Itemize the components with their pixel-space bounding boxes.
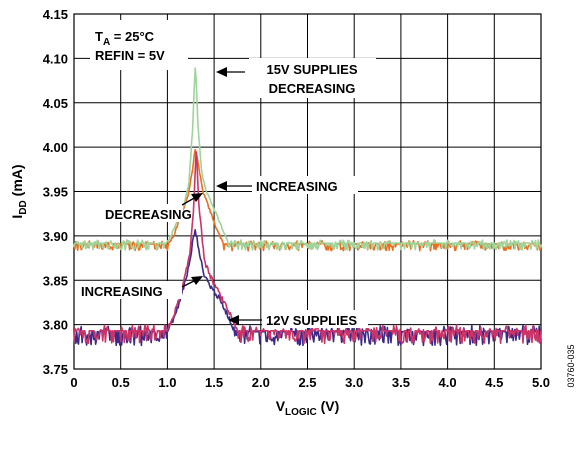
x-tick-label: 1.0 — [158, 375, 176, 390]
y-tick-label: 3.80 — [43, 318, 68, 333]
y-tick-label: 4.15 — [43, 7, 68, 22]
y-tick-label: 4.05 — [43, 96, 68, 111]
y-tick-label: 3.90 — [43, 229, 68, 244]
x-tick-label: 5.0 — [532, 375, 550, 390]
x-tick-label: 3.5 — [392, 375, 410, 390]
plot-frame — [73, 13, 542, 370]
x-tick-label: 1.5 — [205, 375, 223, 390]
annotation-15v-supplies: 15V SUPPLIES — [266, 62, 357, 77]
x-tick-label: 2.0 — [252, 375, 270, 390]
figure-id: 03760-035 — [566, 344, 576, 387]
x-tick-label: 3.0 — [345, 375, 363, 390]
arrowhead-15v-decreasing — [216, 67, 227, 77]
y-tick-label: 3.85 — [43, 273, 68, 288]
x-tick-label: 4.5 — [485, 375, 503, 390]
arrowhead-12v-increasing — [191, 276, 203, 285]
series-line — [73, 67, 542, 251]
x-tick-labels: 0 0.5 1.0 1.5 2.0 2.5 3.0 3.5 4.0 4.5 5.0 — [70, 375, 550, 390]
x-axis-label: VLOGIC (V) — [276, 398, 340, 418]
condition-refin: REFIN = 5V — [95, 48, 165, 63]
y-tick-label: 4.00 — [43, 140, 68, 155]
annotation-15v-increasing: INCREASING — [256, 179, 338, 194]
annotation-12v-increasing: INCREASING — [81, 284, 163, 299]
series-layer — [73, 67, 542, 347]
y-tick-labels: 3.75 3.80 3.85 3.90 3.95 4.00 4.05 4.10 4.15 — [43, 7, 68, 377]
x-tick-label: 0.5 — [112, 375, 130, 390]
annotation-15v-decreasing: DECREASING — [269, 81, 356, 96]
y-tick-label: 4.10 — [43, 51, 68, 66]
arrowhead-15v-increasing — [216, 181, 227, 191]
y-tick-label: 3.95 — [43, 185, 68, 200]
arrowhead-12v-decreasing — [191, 193, 203, 202]
series-line — [73, 151, 542, 345]
y-axis-label: IDD (mA) — [9, 164, 29, 218]
arrowhead-12v-supplies — [228, 315, 239, 325]
annotation-12v-decreasing: DECREASING — [105, 207, 192, 222]
arrow-12v-decreasing — [181, 196, 197, 206]
x-tick-label: 0 — [70, 375, 77, 390]
condition-temperature: TA = 25°C — [95, 29, 155, 48]
conditions-box: TA = 25°C REFIN = 5V — [90, 20, 188, 70]
annotations: 15V SUPPLIES DECREASING INCREASING DECRE… — [79, 58, 376, 328]
y-tick-label: 3.75 — [43, 362, 68, 377]
x-tick-label: 4.0 — [439, 375, 457, 390]
annotation-12v-supplies: 12V SUPPLIES — [266, 313, 357, 328]
x-tick-label: 2.5 — [298, 375, 316, 390]
